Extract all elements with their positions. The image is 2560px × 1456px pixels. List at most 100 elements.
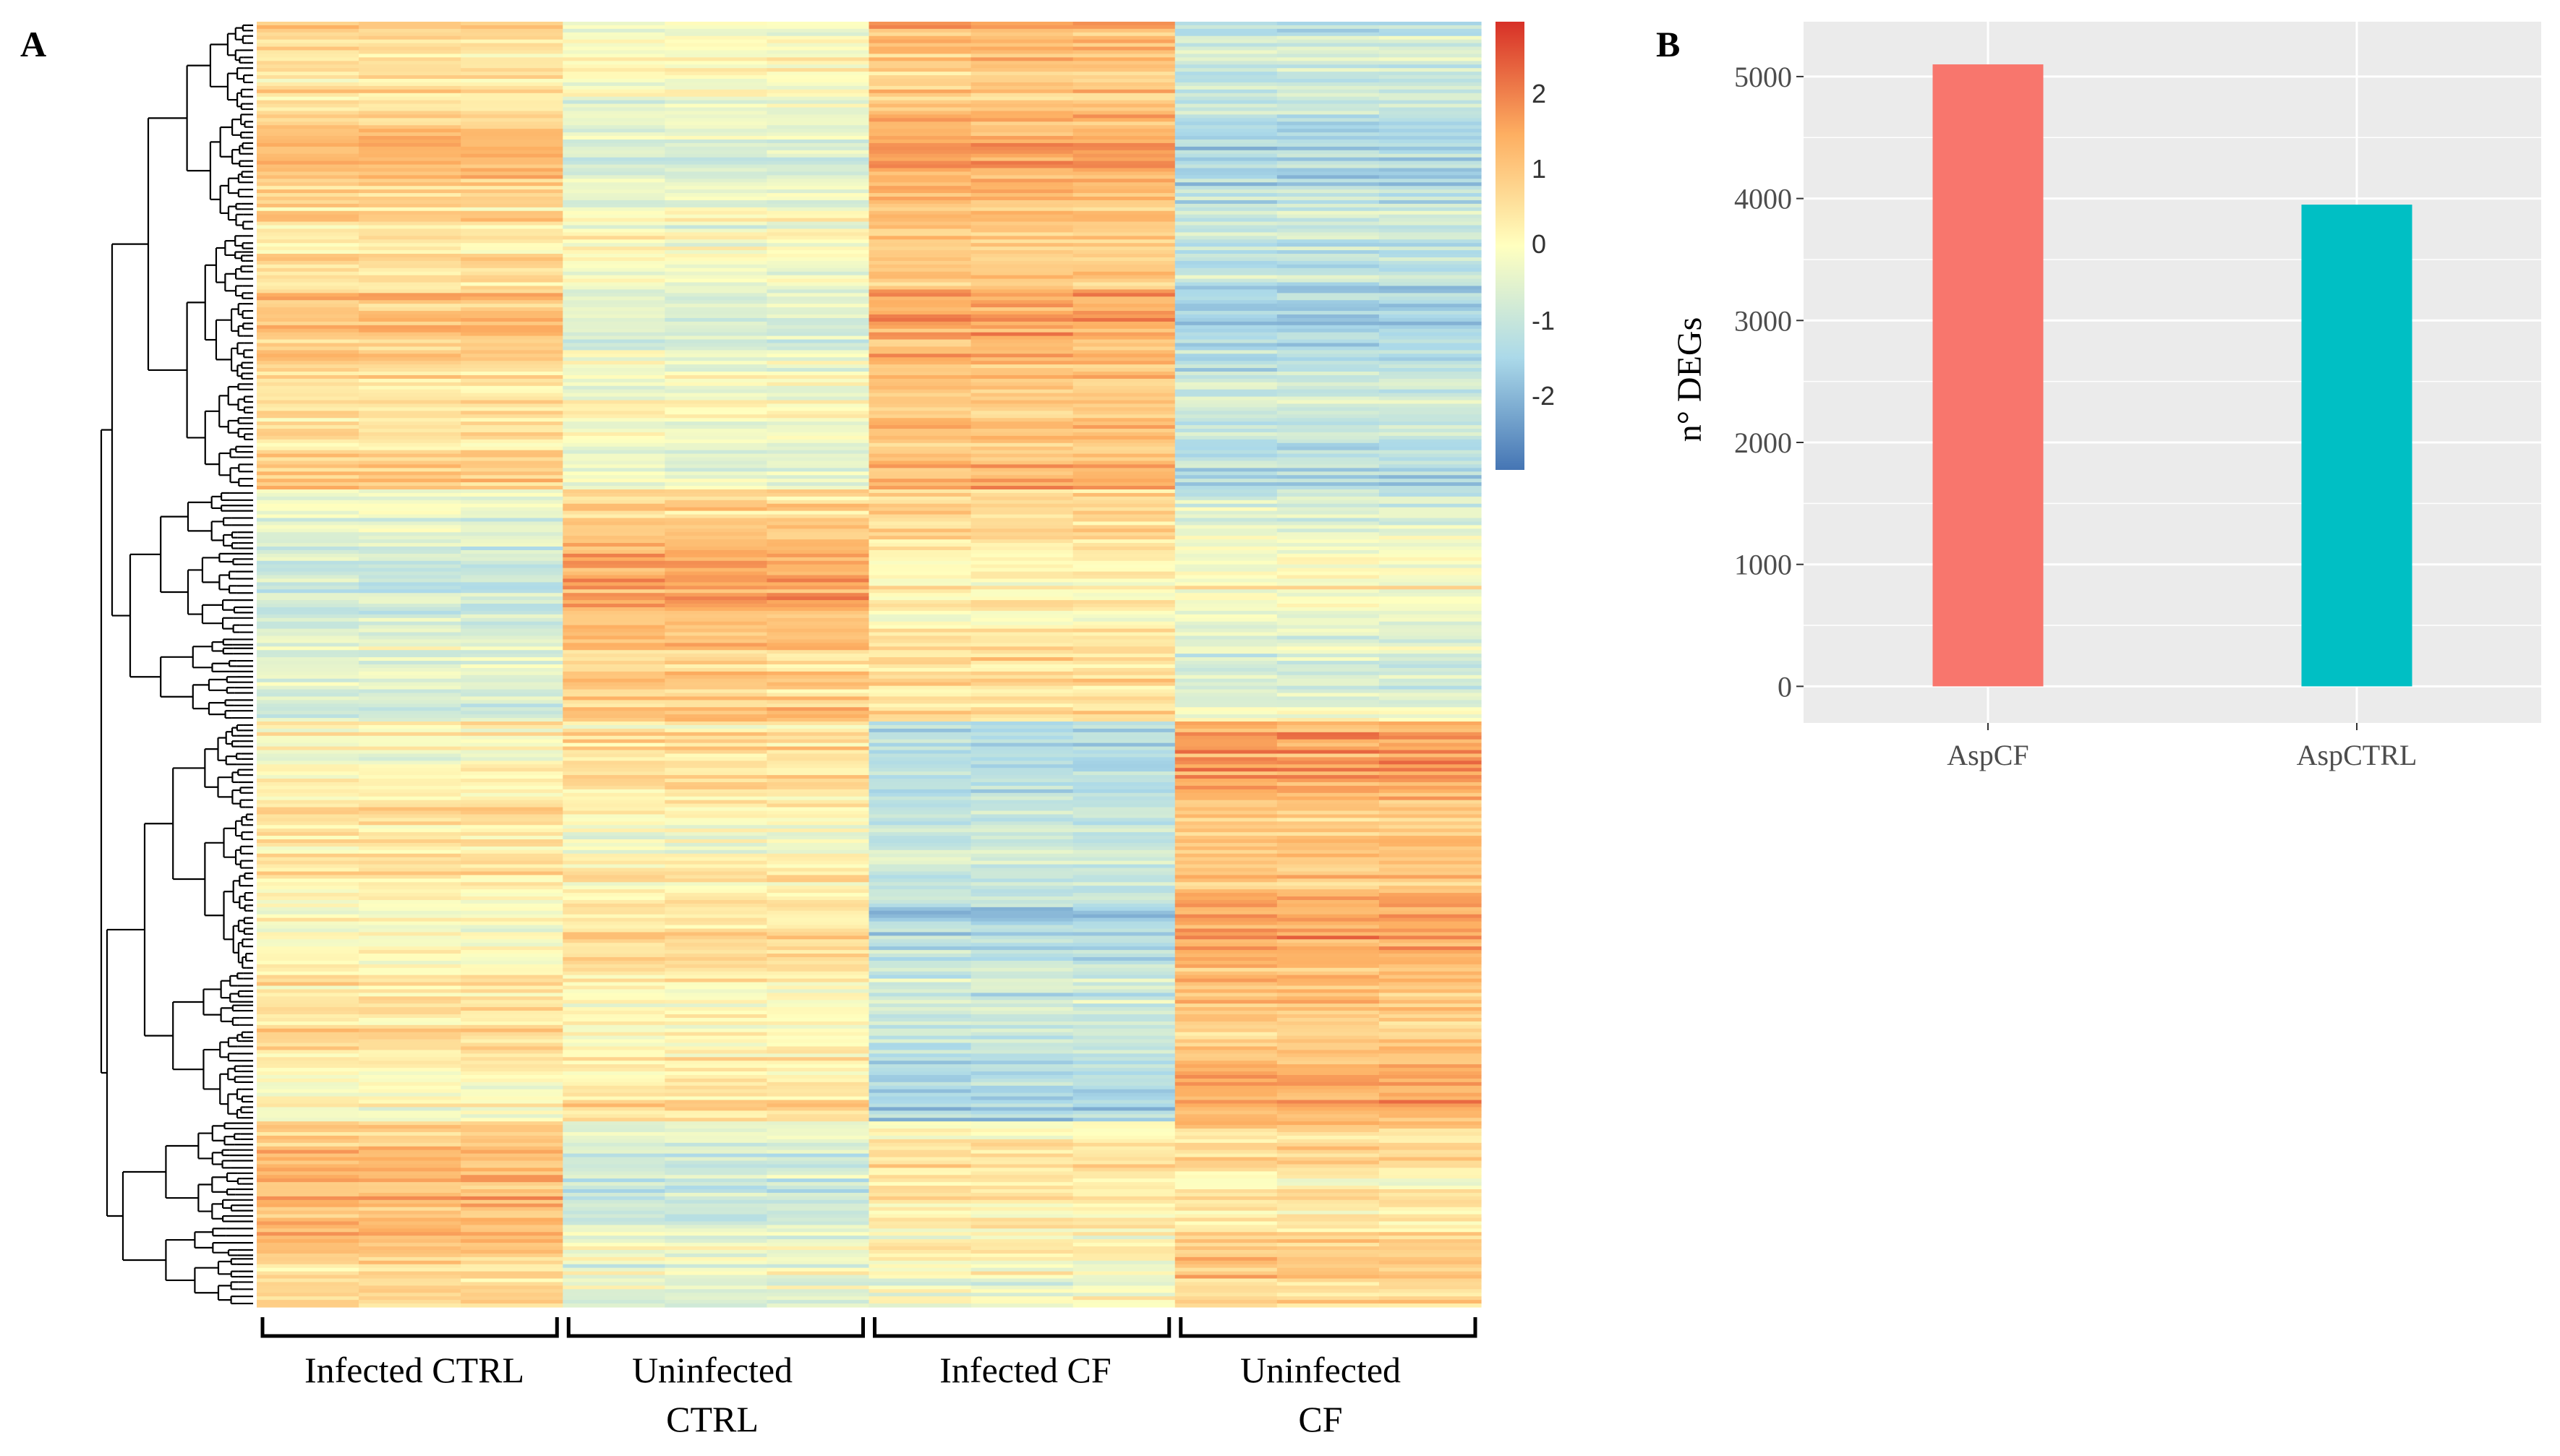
heatmap-cell: [461, 532, 563, 536]
heatmap-cell: [461, 507, 563, 512]
heatmap-cell: [1276, 396, 1380, 401]
heatmap-cell: [767, 860, 870, 865]
heatmap-cell: [257, 914, 359, 919]
heatmap-cell: [970, 950, 1074, 954]
heatmap-cell: [767, 539, 870, 544]
heatmap-cell: [1072, 803, 1176, 808]
heatmap-cell: [869, 860, 972, 865]
heatmap-cell: [767, 486, 870, 490]
heatmap-cell: [970, 1046, 1074, 1050]
heatmap-cell: [1276, 429, 1380, 433]
heatmap-cell: [1276, 393, 1380, 398]
heatmap-cell: [869, 475, 972, 479]
heatmap-cell: [461, 878, 563, 883]
heatmap-cell: [767, 536, 870, 540]
heatmap-cell: [1072, 1131, 1176, 1136]
heatmap-cell: [359, 393, 461, 398]
heatmap-cell: [1072, 418, 1176, 422]
heatmap-cell: [257, 236, 359, 240]
heatmap-cell: [1174, 946, 1278, 951]
heatmap-cell: [1072, 1125, 1176, 1129]
heatmap-cell: [257, 1225, 359, 1229]
heatmap-cell: [869, 707, 972, 711]
heatmap-cell: [257, 254, 359, 258]
heatmap-cell: [767, 1168, 870, 1172]
heatmap-cell: [461, 978, 563, 983]
heatmap-cell: [767, 1061, 870, 1065]
heatmap-cell: [1072, 689, 1176, 694]
heatmap-cell: [1276, 325, 1380, 330]
heatmap-cell: [665, 335, 768, 341]
heatmap-cell: [563, 1146, 665, 1151]
heatmap-cell: [1378, 589, 1482, 594]
heatmap-cell: [869, 286, 972, 291]
heatmap-cell: [869, 685, 972, 690]
heatmap-cell: [767, 307, 870, 312]
heatmap-cell: [1174, 839, 1278, 844]
heatmap-cell: [1378, 22, 1482, 26]
heatmap-cell: [1276, 553, 1380, 558]
heatmap-cell: [257, 50, 359, 55]
heatmap-cell: [461, 985, 563, 990]
heatmap-cell: [1378, 225, 1482, 230]
heatmap-cell: [1174, 654, 1278, 658]
heatmap-cell: [665, 667, 768, 672]
heatmap-cell: [1174, 514, 1278, 519]
heatmap-cell: [563, 568, 665, 573]
heatmap-cell: [869, 442, 972, 447]
heatmap-cell: [869, 586, 972, 590]
heatmap-cell: [767, 871, 870, 875]
heatmap-cell: [665, 789, 768, 794]
heatmap-cell: [970, 514, 1074, 519]
heatmap-cell: [1378, 621, 1482, 626]
heatmap-cell: [665, 228, 768, 233]
heatmap-cell: [767, 764, 870, 768]
heatmap-cell: [1072, 543, 1176, 547]
heatmap-cell: [359, 210, 461, 215]
heatmap-cell: [869, 982, 972, 987]
heatmap-cell: [1276, 781, 1380, 787]
heatmap-cell: [970, 357, 1074, 361]
heatmap-cell: [767, 1178, 870, 1183]
heatmap-cell: [767, 889, 870, 894]
heatmap-cell: [1276, 643, 1380, 647]
heatmap-cell: [1378, 471, 1482, 476]
heatmap-cell: [1072, 339, 1176, 344]
heatmap-cell: [970, 225, 1074, 230]
heatmap-cell: [869, 750, 972, 755]
heatmap-cell: [563, 796, 665, 801]
heatmap-cell: [665, 753, 768, 758]
heatmap-cell: [970, 1011, 1074, 1015]
heatmap-cell: [1378, 1164, 1482, 1168]
heatmap-cell: [257, 1100, 359, 1105]
heatmap-cell: [461, 100, 563, 105]
heatmap-cell: [869, 1246, 972, 1251]
heatmap-cell: [257, 1236, 359, 1240]
heatmap-cell: [665, 996, 768, 1001]
heatmap-cell: [1276, 971, 1380, 976]
heatmap-cell: [869, 1096, 972, 1101]
heatmap-cell: [869, 125, 972, 129]
heatmap-cell: [1276, 247, 1380, 251]
heatmap-cell: [1072, 464, 1176, 468]
heatmap-cell: [1174, 275, 1278, 280]
heatmap-cell: [1174, 335, 1278, 341]
heatmap-cell: [359, 257, 461, 262]
heatmap-cell: [461, 724, 563, 729]
heatmap-cell: [767, 35, 870, 40]
heatmap-cell: [970, 753, 1074, 758]
heatmap-cell: [1072, 1089, 1176, 1094]
heatmap-cell: [869, 657, 972, 661]
heatmap-cell: [1072, 168, 1176, 173]
heatmap-cell: [563, 450, 665, 455]
heatmap-cell: [1378, 596, 1482, 601]
heatmap-cell: [257, 539, 359, 544]
heatmap-cell: [1378, 964, 1482, 969]
heatmap-cell: [461, 61, 563, 65]
heatmap-cell: [1378, 114, 1482, 119]
heatmap-cell: [665, 1028, 768, 1033]
heatmap-cell: [1174, 617, 1278, 622]
heatmap-cell: [461, 796, 563, 801]
heatmap-cell: [665, 82, 768, 87]
heatmap-cell: [970, 907, 1074, 912]
